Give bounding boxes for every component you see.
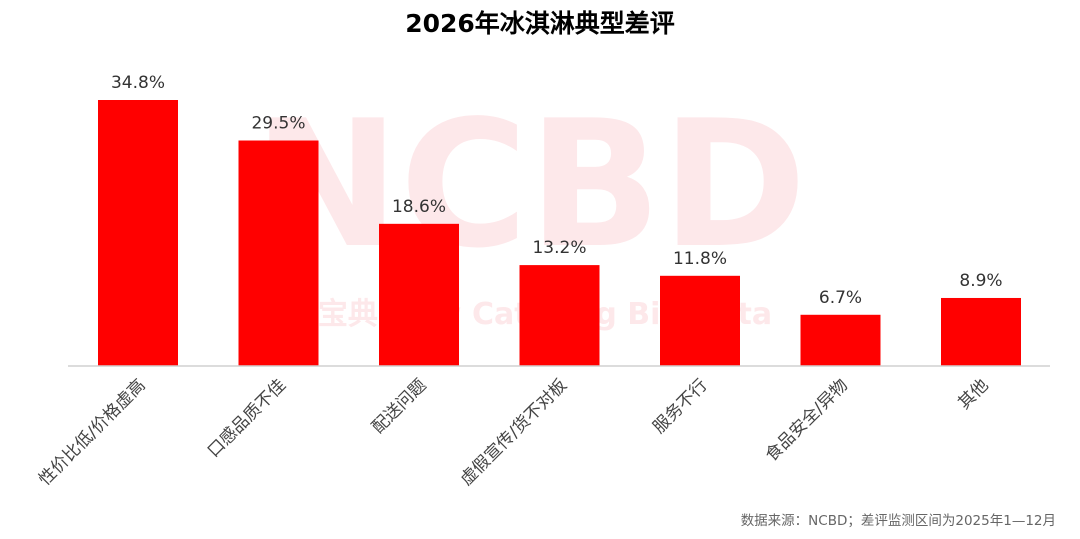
bar-7: [941, 297, 1021, 366]
x-tick-label-7: 其他: [954, 375, 992, 413]
bar-3: [379, 223, 459, 366]
x-tick-label-6: 食品安全/异物: [762, 375, 852, 465]
value-label-6: 6.7%: [819, 288, 862, 308]
bar-4: [519, 265, 600, 366]
bar-1: [98, 100, 178, 366]
value-label-1: 34.8%: [111, 73, 165, 93]
value-label-5: 11.8%: [673, 249, 727, 269]
bar-series: [98, 100, 1021, 366]
x-tick-label-3: 配送问题: [368, 375, 430, 437]
value-label-2: 29.5%: [251, 114, 305, 134]
chart-title: 2026年冰淇淋典型差评: [405, 9, 675, 38]
value-label-4: 13.2%: [532, 238, 586, 258]
bar-6: [800, 314, 881, 366]
watermark-logo-text: NCBD: [253, 84, 807, 287]
bar-2: [238, 140, 319, 366]
source-note: 数据来源：NCBD；差评监测区间为2025年1—12月: [740, 513, 1056, 529]
value-labels: 34.8% 29.5% 18.6% 13.2% 11.8% 6.7% 8.9%: [111, 73, 1003, 308]
value-label-3: 18.6%: [392, 197, 446, 217]
x-tick-labels: 性价比低/价格虚高 口感品质不佳 配送问题 虚假宣传/货不对板 服务不行 食品安全/异物 其…: [35, 375, 992, 489]
x-tick-label-1: 性价比低/价格虚高: [35, 375, 149, 489]
x-tick-label-2: 口感品质不佳: [204, 375, 290, 461]
bar-5: [660, 275, 740, 366]
value-label-7: 8.9%: [959, 271, 1002, 291]
x-tick-label-4: 虚假宣传/货不对板: [457, 375, 571, 489]
x-tick-label-5: 服务不行: [649, 375, 711, 437]
